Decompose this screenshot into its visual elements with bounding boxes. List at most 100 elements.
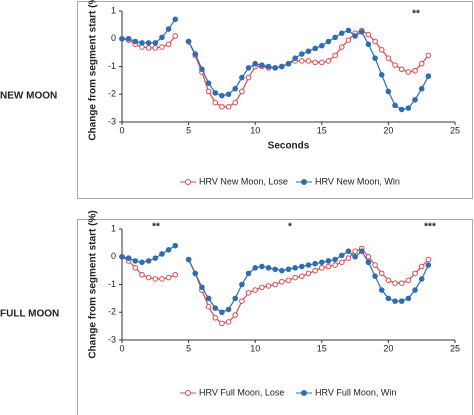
legend-marker (301, 390, 307, 396)
data-point (132, 265, 139, 271)
data-point (199, 66, 205, 73)
data-point (372, 55, 378, 61)
panel-label: FULL MOON (0, 309, 59, 320)
data-point (119, 253, 125, 260)
data-point (139, 259, 145, 266)
data-point (199, 284, 205, 291)
data-point (392, 298, 398, 304)
data-point (332, 262, 338, 268)
x-tick-label: 0 (119, 343, 124, 353)
data-point (232, 295, 239, 302)
data-point (398, 298, 405, 304)
data-point (245, 270, 252, 277)
data-point (319, 42, 325, 49)
data-point (305, 58, 312, 64)
data-point (265, 265, 272, 271)
y-tick-label: 0 (111, 33, 116, 43)
data-point (312, 267, 318, 274)
data-point (212, 99, 219, 106)
data-point (192, 270, 199, 277)
x-tick-label: 25 (450, 343, 460, 353)
data-point (405, 105, 412, 111)
data-point (345, 27, 352, 34)
data-point (372, 262, 378, 268)
data-point (239, 281, 245, 288)
data-point (412, 270, 418, 277)
data-point (425, 262, 432, 268)
data-point (172, 33, 179, 39)
x-tick-label: 10 (250, 343, 260, 353)
data-point (325, 258, 332, 264)
data-point (398, 280, 405, 286)
data-point (185, 256, 192, 263)
data-point (332, 52, 338, 59)
y-tick-label: -2 (108, 307, 116, 317)
x-tick-label: 10 (250, 125, 260, 135)
data-point (172, 242, 179, 249)
legend-label: HRV New Moon, Lose (199, 176, 288, 186)
data-point (239, 298, 245, 304)
data-point (292, 265, 298, 271)
data-point (378, 72, 385, 78)
legend-label: HRV New Moon, Win (315, 176, 400, 186)
data-point (252, 287, 258, 293)
data-point (225, 91, 232, 98)
data-point (205, 88, 212, 95)
data-point (185, 38, 192, 45)
data-point (239, 74, 245, 81)
data-point (132, 258, 139, 264)
data-point (378, 287, 385, 293)
data-point (352, 248, 358, 254)
data-point (345, 248, 352, 254)
data-point (372, 273, 378, 279)
data-point (405, 277, 412, 284)
data-point (412, 287, 418, 293)
data-point (398, 66, 405, 73)
data-point (145, 274, 152, 281)
data-point (338, 44, 345, 50)
data-point (372, 38, 378, 45)
data-point (205, 295, 212, 302)
data-point (272, 65, 278, 71)
data-point (152, 40, 159, 46)
data-point (305, 262, 312, 268)
data-point (159, 276, 165, 282)
data-point (159, 44, 165, 50)
data-point (225, 319, 232, 325)
data-point (312, 45, 318, 52)
data-point (212, 315, 219, 321)
data-point (365, 41, 372, 48)
data-point (232, 85, 239, 92)
data-point (338, 259, 345, 266)
data-point (418, 60, 425, 67)
data-point (319, 265, 325, 271)
data-point (172, 271, 179, 278)
data-point (232, 99, 239, 106)
legend-label: HRV Full Moon, Win (315, 387, 396, 397)
data-point (279, 63, 285, 70)
panel-border (77, 1, 473, 199)
data-point (392, 62, 398, 68)
data-point (165, 26, 172, 32)
legend-marker (185, 179, 191, 185)
y-axis-label: Change from segment start (%) (88, 210, 99, 358)
data-point (319, 59, 325, 66)
data-point (319, 259, 325, 266)
data-point (425, 73, 432, 80)
x-tick-label: 5 (186, 343, 191, 353)
data-point (365, 259, 372, 266)
data-point (378, 47, 385, 53)
legend-marker (301, 179, 307, 185)
y-tick-label: 0 (111, 251, 116, 261)
data-point (265, 63, 272, 70)
data-point (299, 263, 305, 270)
y-tick-label: -2 (108, 89, 116, 99)
data-point (239, 88, 245, 95)
data-point (272, 266, 278, 273)
data-point (299, 273, 305, 279)
data-point (225, 103, 232, 110)
data-point (165, 274, 172, 281)
data-point (352, 33, 358, 39)
data-point (418, 263, 425, 270)
data-point (392, 280, 398, 286)
